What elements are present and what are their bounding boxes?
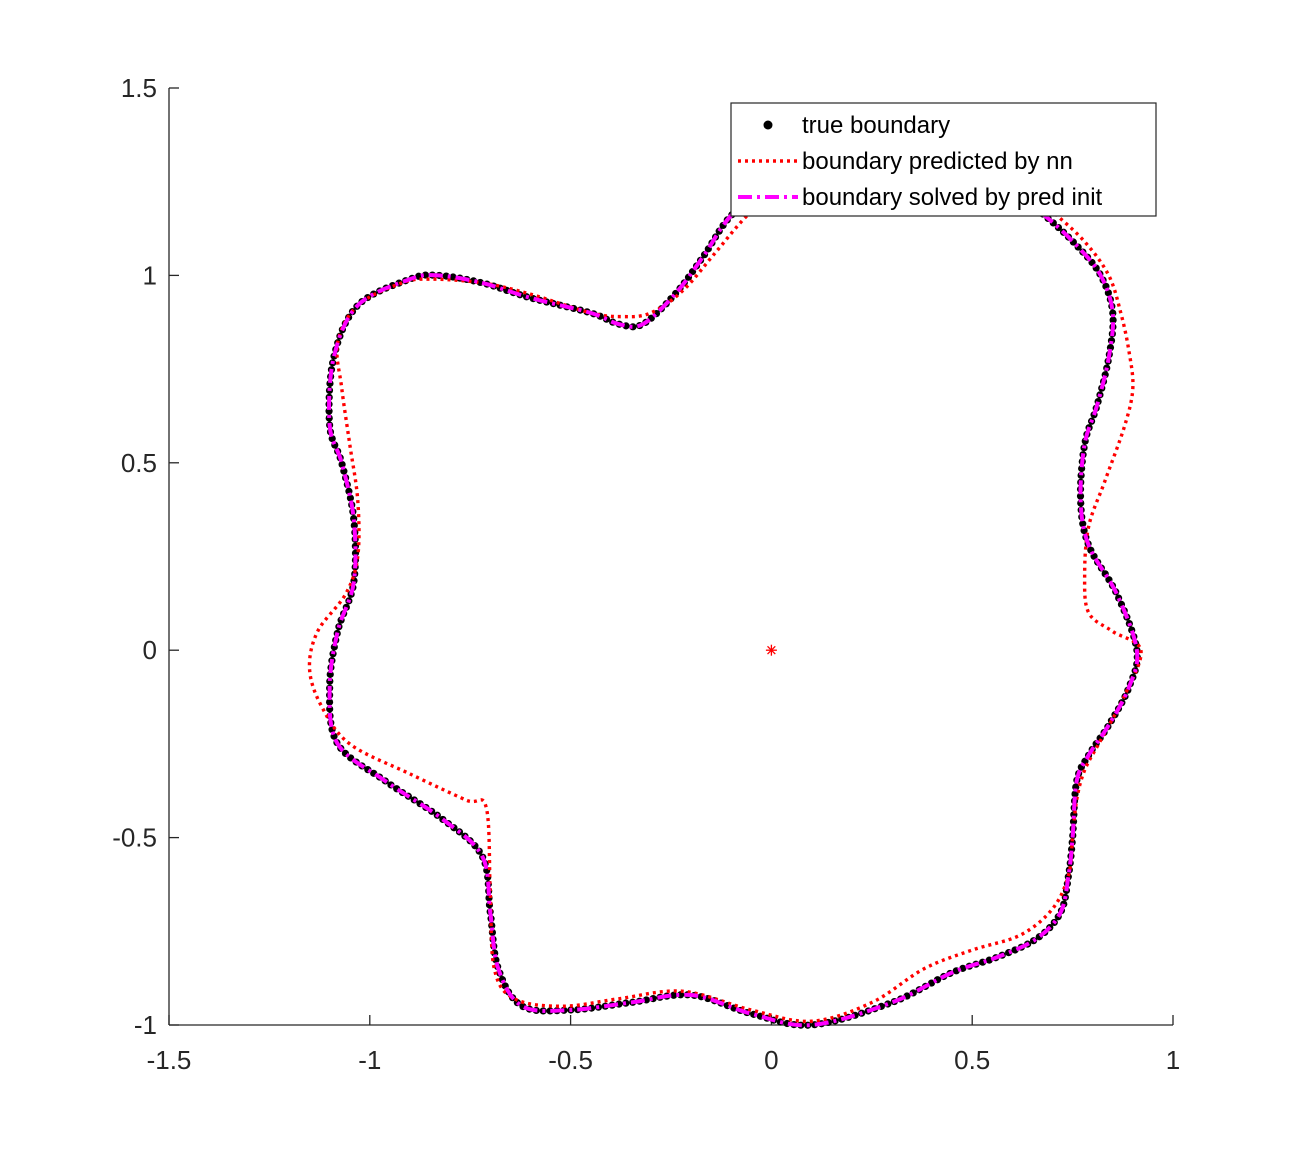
true-boundary-point: [449, 273, 457, 281]
legend-label: boundary predicted by nn: [802, 148, 1073, 175]
true-boundary-point: [1105, 576, 1113, 584]
legend: true boundary boundary predicted by nn bou…: [730, 102, 1157, 217]
series-boundary-predicted-by-nn: [307, 153, 1143, 1024]
legend-label: boundary solved by pred init: [802, 184, 1103, 211]
y-ticks: -1 -0.5 0 0.5 1 1.5: [112, 73, 179, 1040]
y-tick-label: 1.5: [121, 73, 157, 103]
x-tick-label: 0: [764, 1045, 778, 1075]
true-boundary-point: [346, 494, 355, 502]
legend-box: [730, 102, 1157, 217]
legend-marker-dot: [763, 120, 773, 130]
legend-label: true boundary: [802, 112, 950, 139]
true-boundary-point: [670, 991, 678, 999]
true-boundary-point: [1109, 316, 1117, 324]
solved-boundary-line: [327, 153, 1140, 1028]
x-tick-label: 0.5: [954, 1045, 990, 1075]
series-true-boundary: [325, 151, 1141, 1029]
true-boundary-point: [328, 434, 336, 443]
y-tick-label: 1: [143, 260, 157, 290]
true-boundary-point: [1079, 520, 1087, 528]
predicted-boundary-line: [307, 153, 1143, 1024]
legend-entry: true boundary: [763, 112, 950, 139]
plot-area: [307, 151, 1143, 1029]
true-boundary-point: [325, 698, 334, 706]
x-tick-label: -1.5: [147, 1045, 192, 1075]
true-boundary-point: [476, 278, 484, 287]
center-asterisk-marker: [765, 644, 777, 656]
annotations: [765, 644, 777, 656]
true-boundary-point: [927, 979, 936, 987]
y-tick-label: 0.5: [121, 448, 157, 478]
legend-entry: boundary solved by pred init: [738, 184, 1103, 211]
y-tick-label: -0.5: [112, 823, 157, 853]
axes: -1.5 -1 -0.5 0 0.5 1 -1 -0.5 0 0.5 1 1.5: [112, 73, 1180, 1075]
series-boundary-solved-by-pred-init: [327, 153, 1140, 1028]
y-tick-label: 0: [143, 635, 157, 665]
legend-entry: boundary predicted by nn: [738, 148, 1073, 175]
x-tick-label: -0.5: [548, 1045, 593, 1075]
x-tick-label: 1: [1166, 1045, 1180, 1075]
x-tick-label: -1: [358, 1045, 381, 1075]
x-ticks: -1.5 -1 -0.5 0 0.5 1: [147, 1015, 1180, 1075]
y-tick-label: -1: [134, 1010, 157, 1040]
